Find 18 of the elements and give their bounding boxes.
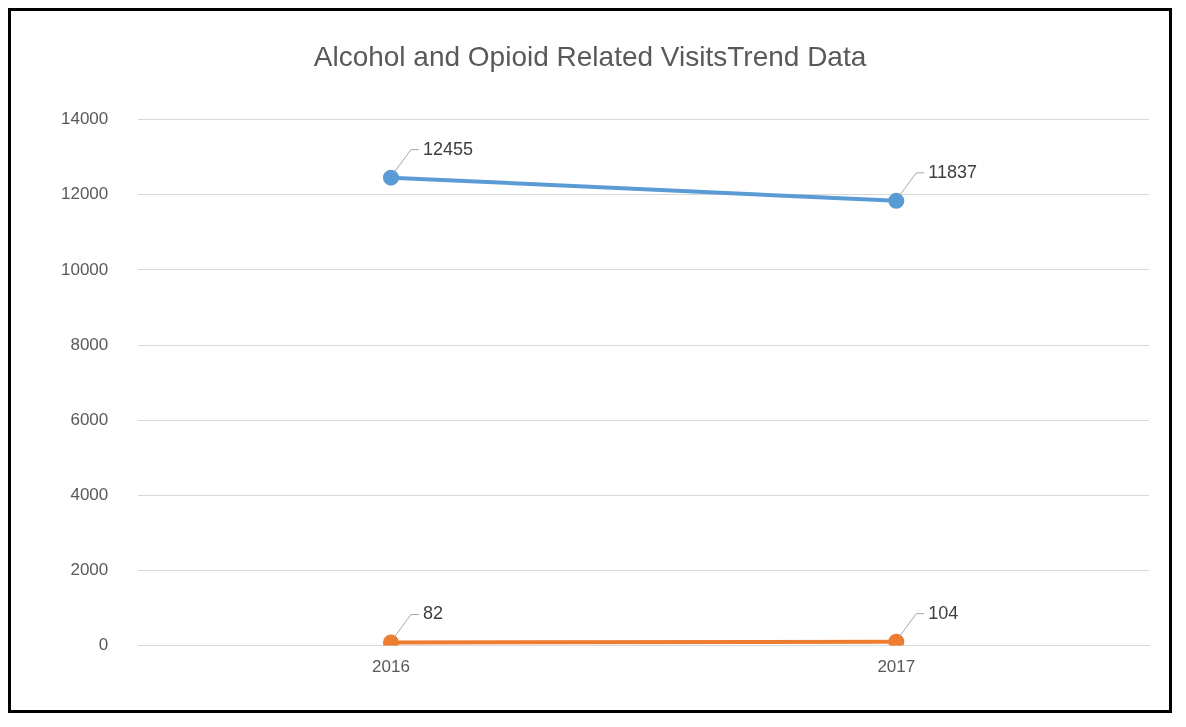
y-tick-label: 0 bbox=[98, 635, 109, 655]
x-tick-label: 2017 bbox=[877, 657, 916, 677]
data-label: 104 bbox=[928, 602, 959, 623]
data-label: 11837 bbox=[928, 161, 978, 182]
y-tick-label: 6000 bbox=[70, 409, 109, 429]
y-tick-label: 8000 bbox=[70, 334, 109, 354]
y-tick-label: 10000 bbox=[60, 259, 109, 279]
data-label: 12455 bbox=[422, 138, 474, 159]
point bbox=[382, 169, 399, 186]
y-tick-label: 4000 bbox=[70, 485, 109, 504]
y-tick-label: 2000 bbox=[70, 560, 109, 580]
y-tick-label: 12000 bbox=[60, 184, 109, 204]
point bbox=[888, 192, 905, 209]
data-label: 82 bbox=[422, 603, 443, 624]
y-tick-label: 14000 bbox=[60, 109, 109, 129]
chart-title: Alcohol and Opioid Related VisitsTrend Data bbox=[313, 40, 867, 72]
x-tick-label: 2016 bbox=[372, 657, 410, 677]
point bbox=[888, 633, 905, 646]
